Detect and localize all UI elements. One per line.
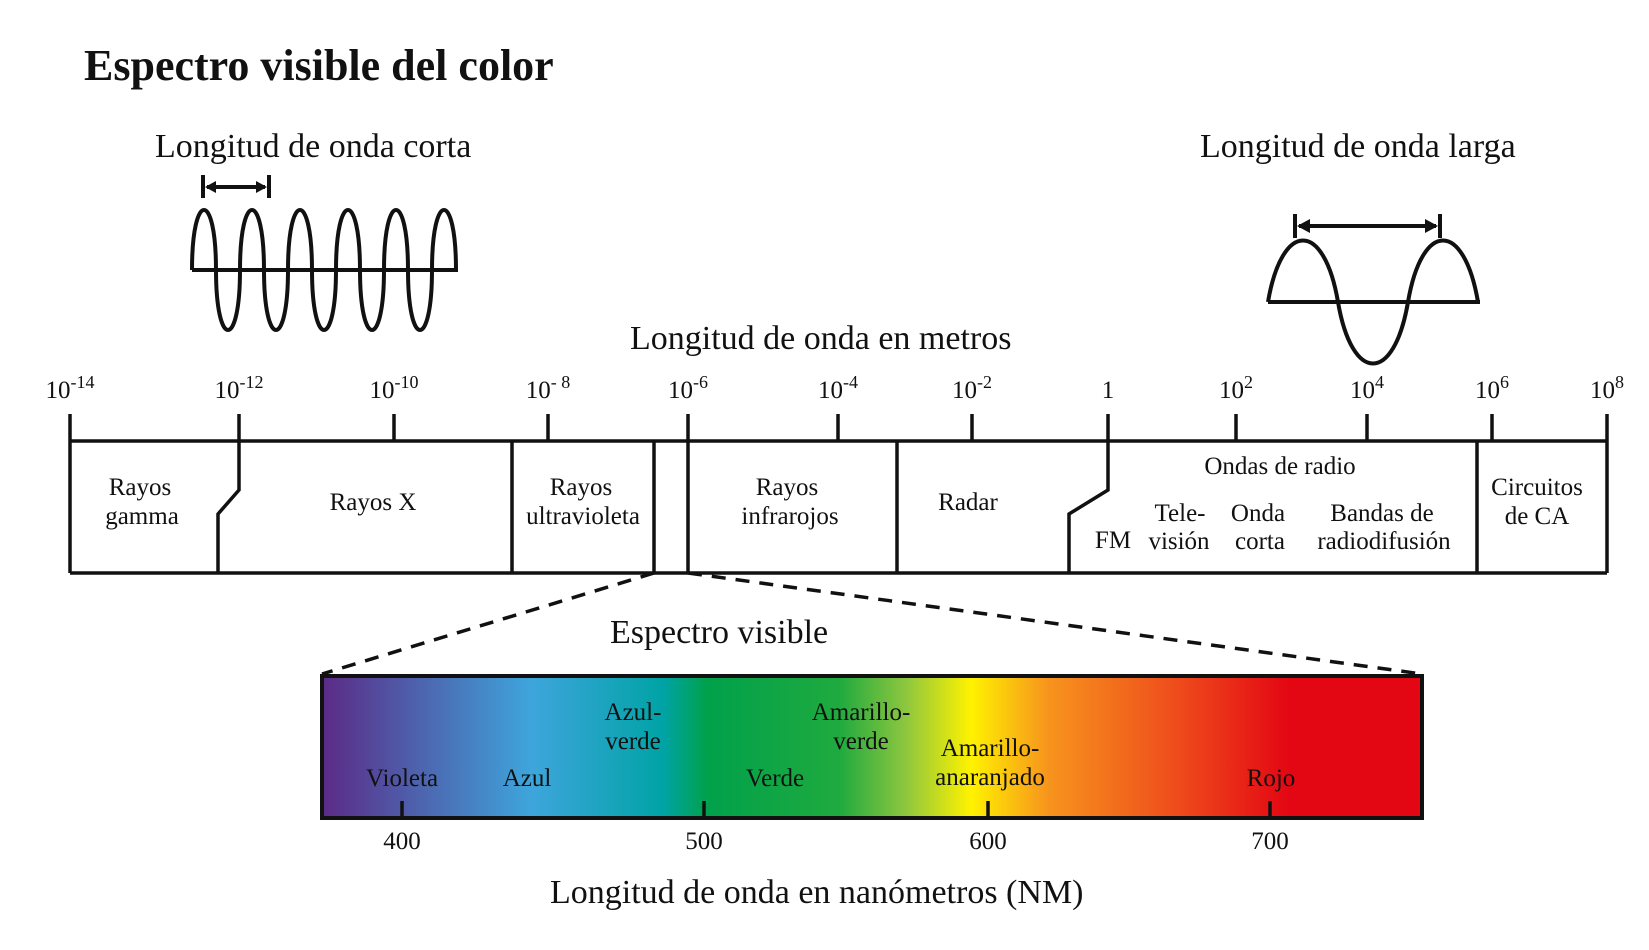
band-gamma-1: Rayos [109, 474, 172, 501]
em-spectrum-bands [68, 414, 1609, 575]
meter-tick-1: 10-12 [215, 372, 264, 404]
band-gamma-2: gamma [105, 503, 179, 530]
zoom-lines [321, 571, 1423, 676]
band-ac-1: Circuitos [1491, 474, 1583, 501]
meter-tick-0: 10-14 [46, 372, 95, 404]
short-wavelength-label: Longitud de onda corta [155, 128, 472, 165]
meter-tick-11: 108 [1590, 372, 1624, 404]
nm-ticks [400, 801, 1272, 818]
color-bluegreen-1: Azul- [605, 699, 662, 726]
color-red: Rojo [1247, 765, 1296, 792]
band-uv-1: Rayos [550, 474, 613, 501]
color-yellowgreen-2: verde [833, 728, 889, 755]
band-shortwave-2: corta [1235, 528, 1285, 555]
meter-tick-2: 10-10 [370, 372, 419, 404]
band-ir-1: Rayos [756, 474, 819, 501]
color-yelloworange-1: Amarillo- [941, 735, 1040, 762]
nm-tick-500: 500 [685, 828, 723, 855]
page-title: Espectro visible del color [84, 41, 554, 90]
nanometers-axis-label: Longitud de onda en nanómetros (NM) [550, 874, 1084, 911]
visible-gradient-bar [320, 674, 1424, 820]
long-wave-icon [1266, 214, 1480, 366]
meter-tick-5: 10-4 [818, 372, 858, 404]
band-broadcast-1: Bandas de [1330, 500, 1433, 527]
meter-tick-7: 1 [1102, 377, 1115, 404]
band-fm: FM [1095, 527, 1131, 554]
short-wave-icon [190, 175, 458, 332]
band-radar: Radar [938, 489, 998, 516]
meter-tick-8: 102 [1219, 372, 1253, 404]
meter-tick-9: 104 [1350, 372, 1384, 404]
visible-spectrum-label: Espectro visible [610, 614, 829, 651]
nm-tick-700: 700 [1251, 828, 1289, 855]
band-shortwave-1: Onda [1231, 500, 1285, 527]
band-ac-2: de CA [1505, 503, 1570, 530]
band-uv-2: ultravioleta [526, 503, 640, 530]
meter-tick-6: 10-2 [952, 372, 992, 404]
nm-tick-400: 400 [383, 828, 421, 855]
color-yelloworange-2: anaranjado [935, 764, 1045, 791]
band-broadcast-2: radiodifusión [1317, 528, 1451, 555]
meter-tick-4: 10-6 [668, 372, 708, 404]
color-yellowgreen-1: Amarillo- [812, 699, 911, 726]
meters-axis-label: Longitud de onda en metros [630, 320, 1012, 357]
band-xrays: Rayos X [330, 489, 417, 516]
color-violet: Violeta [366, 765, 438, 792]
nm-tick-600: 600 [969, 828, 1007, 855]
color-green: Verde [746, 765, 804, 792]
band-tv-1: Tele- [1155, 500, 1206, 527]
long-wavelength-label: Longitud de onda larga [1200, 128, 1516, 165]
color-bluegreen-2: verde [605, 728, 661, 755]
band-tv-2: visión [1148, 528, 1210, 555]
color-blue: Azul [503, 765, 552, 792]
band-ir-2: infrarojos [741, 503, 838, 530]
meter-tick-3: 10- 8 [526, 372, 571, 404]
band-radio: Ondas de radio [1204, 453, 1355, 480]
meter-tick-labels: 10-14 10-12 10-10 10- 8 10-6 10-4 10-2 1 102 104 1… [46, 372, 1625, 404]
meter-tick-10: 106 [1475, 372, 1509, 404]
